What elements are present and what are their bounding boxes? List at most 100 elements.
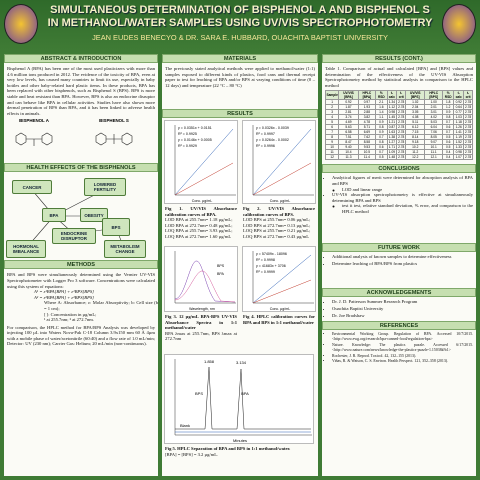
- caption-note: LOQ BPA at 255.7nm= 3.93 µg/mL;: [165, 228, 233, 234]
- caption-note: LOQ BPA at 272.7nm= 1.60 µg/mL: [165, 233, 232, 239]
- section-heading: MATERIALS: [162, 54, 318, 63]
- plot-label: BPA: [217, 272, 225, 276]
- section-heading: ACKNOWLEDGEMENTS: [322, 288, 476, 298]
- references-item: Nature. Knowledge: The plastics puzzle. …: [332, 343, 473, 353]
- structure-label: BISPHENOL S: [99, 118, 129, 123]
- plot-label: Wavelength, nm: [189, 307, 215, 311]
- column: MATERIALS The previously stated analytic…: [162, 54, 318, 476]
- future_work-item: Determine leaching of BPA/BPS from plast…: [332, 261, 473, 267]
- section-heading: REFERENCES: [322, 321, 476, 331]
- section-heading: CONCLUSIONS: [322, 164, 476, 174]
- diagram-node: OBESITY: [80, 208, 108, 223]
- figure-plot: BPS BPA Wavelength, nm: [164, 246, 238, 312]
- caption-title: Fig 3. 12 µg/mL BPA-BPS UV-VIS Absorbanc…: [165, 314, 237, 331]
- caption-title: Fig 2. UV/VIS Absorbance calibration cur…: [243, 206, 315, 217]
- table-header-cell: t-crit: [396, 90, 407, 101]
- fit-line: [174, 162, 234, 196]
- references-item: Rochester, J. R. Reprod. Toxicol. 42, 13…: [332, 354, 473, 359]
- plot-label: y = 0.0146x + 0.0005: [178, 138, 212, 142]
- diagram-node: BPA: [42, 208, 66, 223]
- table-header-cell: UV/VIS [BPS]: [405, 90, 426, 101]
- conclusion-text: Analytical figures of merit were determi…: [332, 175, 473, 186]
- future_work-item: Additional analysis of known samples to …: [332, 254, 473, 260]
- plot-label: R² = 0.9996: [256, 144, 275, 148]
- header: [0, 0, 480, 50]
- title: SIMULTANEOUS DETERMINATION OF BISPHENOL …: [50, 4, 430, 16]
- caption-note: LOQ BPS at 255.7nm= 0.21 µg/mL;: [243, 228, 311, 234]
- plot-label: R² = 0.9999: [256, 270, 275, 274]
- fit-line: [252, 279, 312, 304]
- table-cell: 11.4: [357, 154, 377, 161]
- section-heading: HEALTH EFFECTS OF THE BISPHENOLS: [4, 163, 158, 173]
- table-header-row: Sample UV/VIS [BPA] HPLC [BPA]% RSD t-calc t…: [324, 90, 473, 101]
- future-work: Additional analysis of known samples to …: [322, 252, 476, 288]
- results-table: Sample UV/VIS [BPA] HPLC [BPA]% RSD t-calc t…: [324, 90, 473, 161]
- figure-caption: Fig 3. 12 µg/mL BPA-BPS UV-VIS Absorbanc…: [165, 314, 237, 342]
- acknowledgements-list: Dr. J. D. Patterson Summer Research Prog…: [325, 299, 473, 318]
- diagram-node: CANCER: [12, 180, 52, 195]
- title: IN METHANOL/WATER SAMPLES USING UV/VIS S…: [47, 17, 433, 29]
- column: ABSTRACT & INTRODUCTION Bisphenol A (BPA…: [4, 54, 158, 476]
- figure-caption: Fig 2. UV/VIS Absorbance calibration cur…: [243, 206, 315, 240]
- table-cell: 2.78: [396, 144, 407, 151]
- conclusions: Analytical figures of merit were determi…: [322, 173, 476, 243]
- column: RESULTS (CONT.) Table 1. Comparison of a…: [322, 54, 476, 476]
- plot-label: y = 0.0326x - 0.0039: [256, 126, 289, 130]
- diagram-node: BPS: [102, 218, 130, 237]
- fit-line: [252, 162, 312, 196]
- materials-text: The previously stated analytical methods…: [165, 66, 315, 88]
- plot-label: R² = 0.9997: [256, 132, 275, 136]
- figure-plot: y = 57409x - 18096 R² = 0.9998 y = 41683x …: [242, 246, 316, 312]
- plot-label: y = 41683x + 3706: [256, 264, 286, 268]
- spectrum: [174, 260, 236, 303]
- methods-text: BPA and BPS were simultaneously determin…: [7, 272, 155, 289]
- spectrum: [174, 270, 236, 303]
- plot-label: Blank: [180, 423, 190, 428]
- table-header-cell: t-calc: [386, 90, 398, 101]
- abstract-text: Bisphenol A (BPA) has been one of the mo…: [7, 66, 155, 116]
- table-header-cell: % RSD: [441, 90, 455, 101]
- table-cell: 0.4: [441, 154, 455, 161]
- table-header-cell: % RSD: [375, 90, 388, 101]
- plot-label: BPS: [195, 391, 203, 396]
- axis-line: [174, 251, 236, 304]
- table-row: 2 1.87 1.93 1.6 1.12 2.78 2.04 2.01 1.2 0.64 2.78: [324, 104, 473, 111]
- table-cell: 2.78: [396, 154, 407, 161]
- structure-label: BISPHENOL A: [19, 118, 50, 123]
- conclusion-subitem: LOD and linear range: [342, 187, 473, 193]
- conclusion-text: UV-VIS absorption spectrophotometry is e…: [332, 192, 473, 203]
- fit-line: [252, 128, 312, 196]
- caption-note: LOD BPS at 255.7nm= 0.06 µg/mL;: [243, 217, 311, 223]
- caption-note: LOD BPA at 272.7nm= 0.48 µg/mL;: [165, 222, 233, 228]
- table-cell: 2.78: [396, 134, 407, 141]
- table-cell: 2.78: [396, 149, 407, 156]
- structures: BISPHENOL A BISPHENOL S: [15, 118, 133, 147]
- caption-title: Fig 5. HPLC Separation of BPA and BPS in…: [165, 446, 291, 451]
- section-heading: RESULTS (CONT.): [322, 54, 476, 63]
- plot-label: Conc. µg/mL: [270, 307, 290, 311]
- references-list: Environmental Working Group. Regulation …: [325, 332, 473, 364]
- plot-label: R² = 0.9925: [178, 132, 197, 136]
- fit-line: [174, 128, 234, 196]
- plot-label: y = 0.0264x - 0.0002: [256, 138, 289, 142]
- acknowledgements-item: Dr. Joe Bradshaw: [332, 313, 473, 319]
- diagram-node: HORMONAL IMBALANCE: [6, 240, 46, 259]
- figure-plot: 1.858 3.134 BPS BPA Blank Minutes: [164, 354, 314, 444]
- table-cell: 2.78: [396, 119, 407, 126]
- table-header-cell: UV/VIS [BPA]: [338, 90, 359, 101]
- table-cell: 11.3: [338, 154, 359, 161]
- acknowledgements-item: Ouachita Baptist University: [332, 306, 473, 312]
- caption-title: Fig 4. HPLC calibration curves for BPA a…: [243, 314, 315, 325]
- table-cell: 2.78: [396, 139, 407, 146]
- diagram-node: ENDOCRINE DISRUPTOR: [52, 228, 96, 245]
- plot-label: R² = 0.9998: [256, 258, 275, 262]
- equation: A¹ = ε¹BPA[BPA] + ε¹BPS[BPS]: [34, 289, 94, 295]
- table-cell: 1.07: [453, 154, 465, 161]
- references: Environmental Working Group. Regulation …: [322, 330, 476, 367]
- table-cell: 2.78: [396, 109, 407, 116]
- figure-plot: y = 0.0351x + 0.0151 R² = 0.9925 y = 0.014…: [164, 120, 238, 204]
- equation-legend: Where A: Absorbance; ε: Molar Absorptivi…: [44, 300, 158, 311]
- plot-axes: [252, 251, 314, 304]
- fit-line: [252, 254, 312, 304]
